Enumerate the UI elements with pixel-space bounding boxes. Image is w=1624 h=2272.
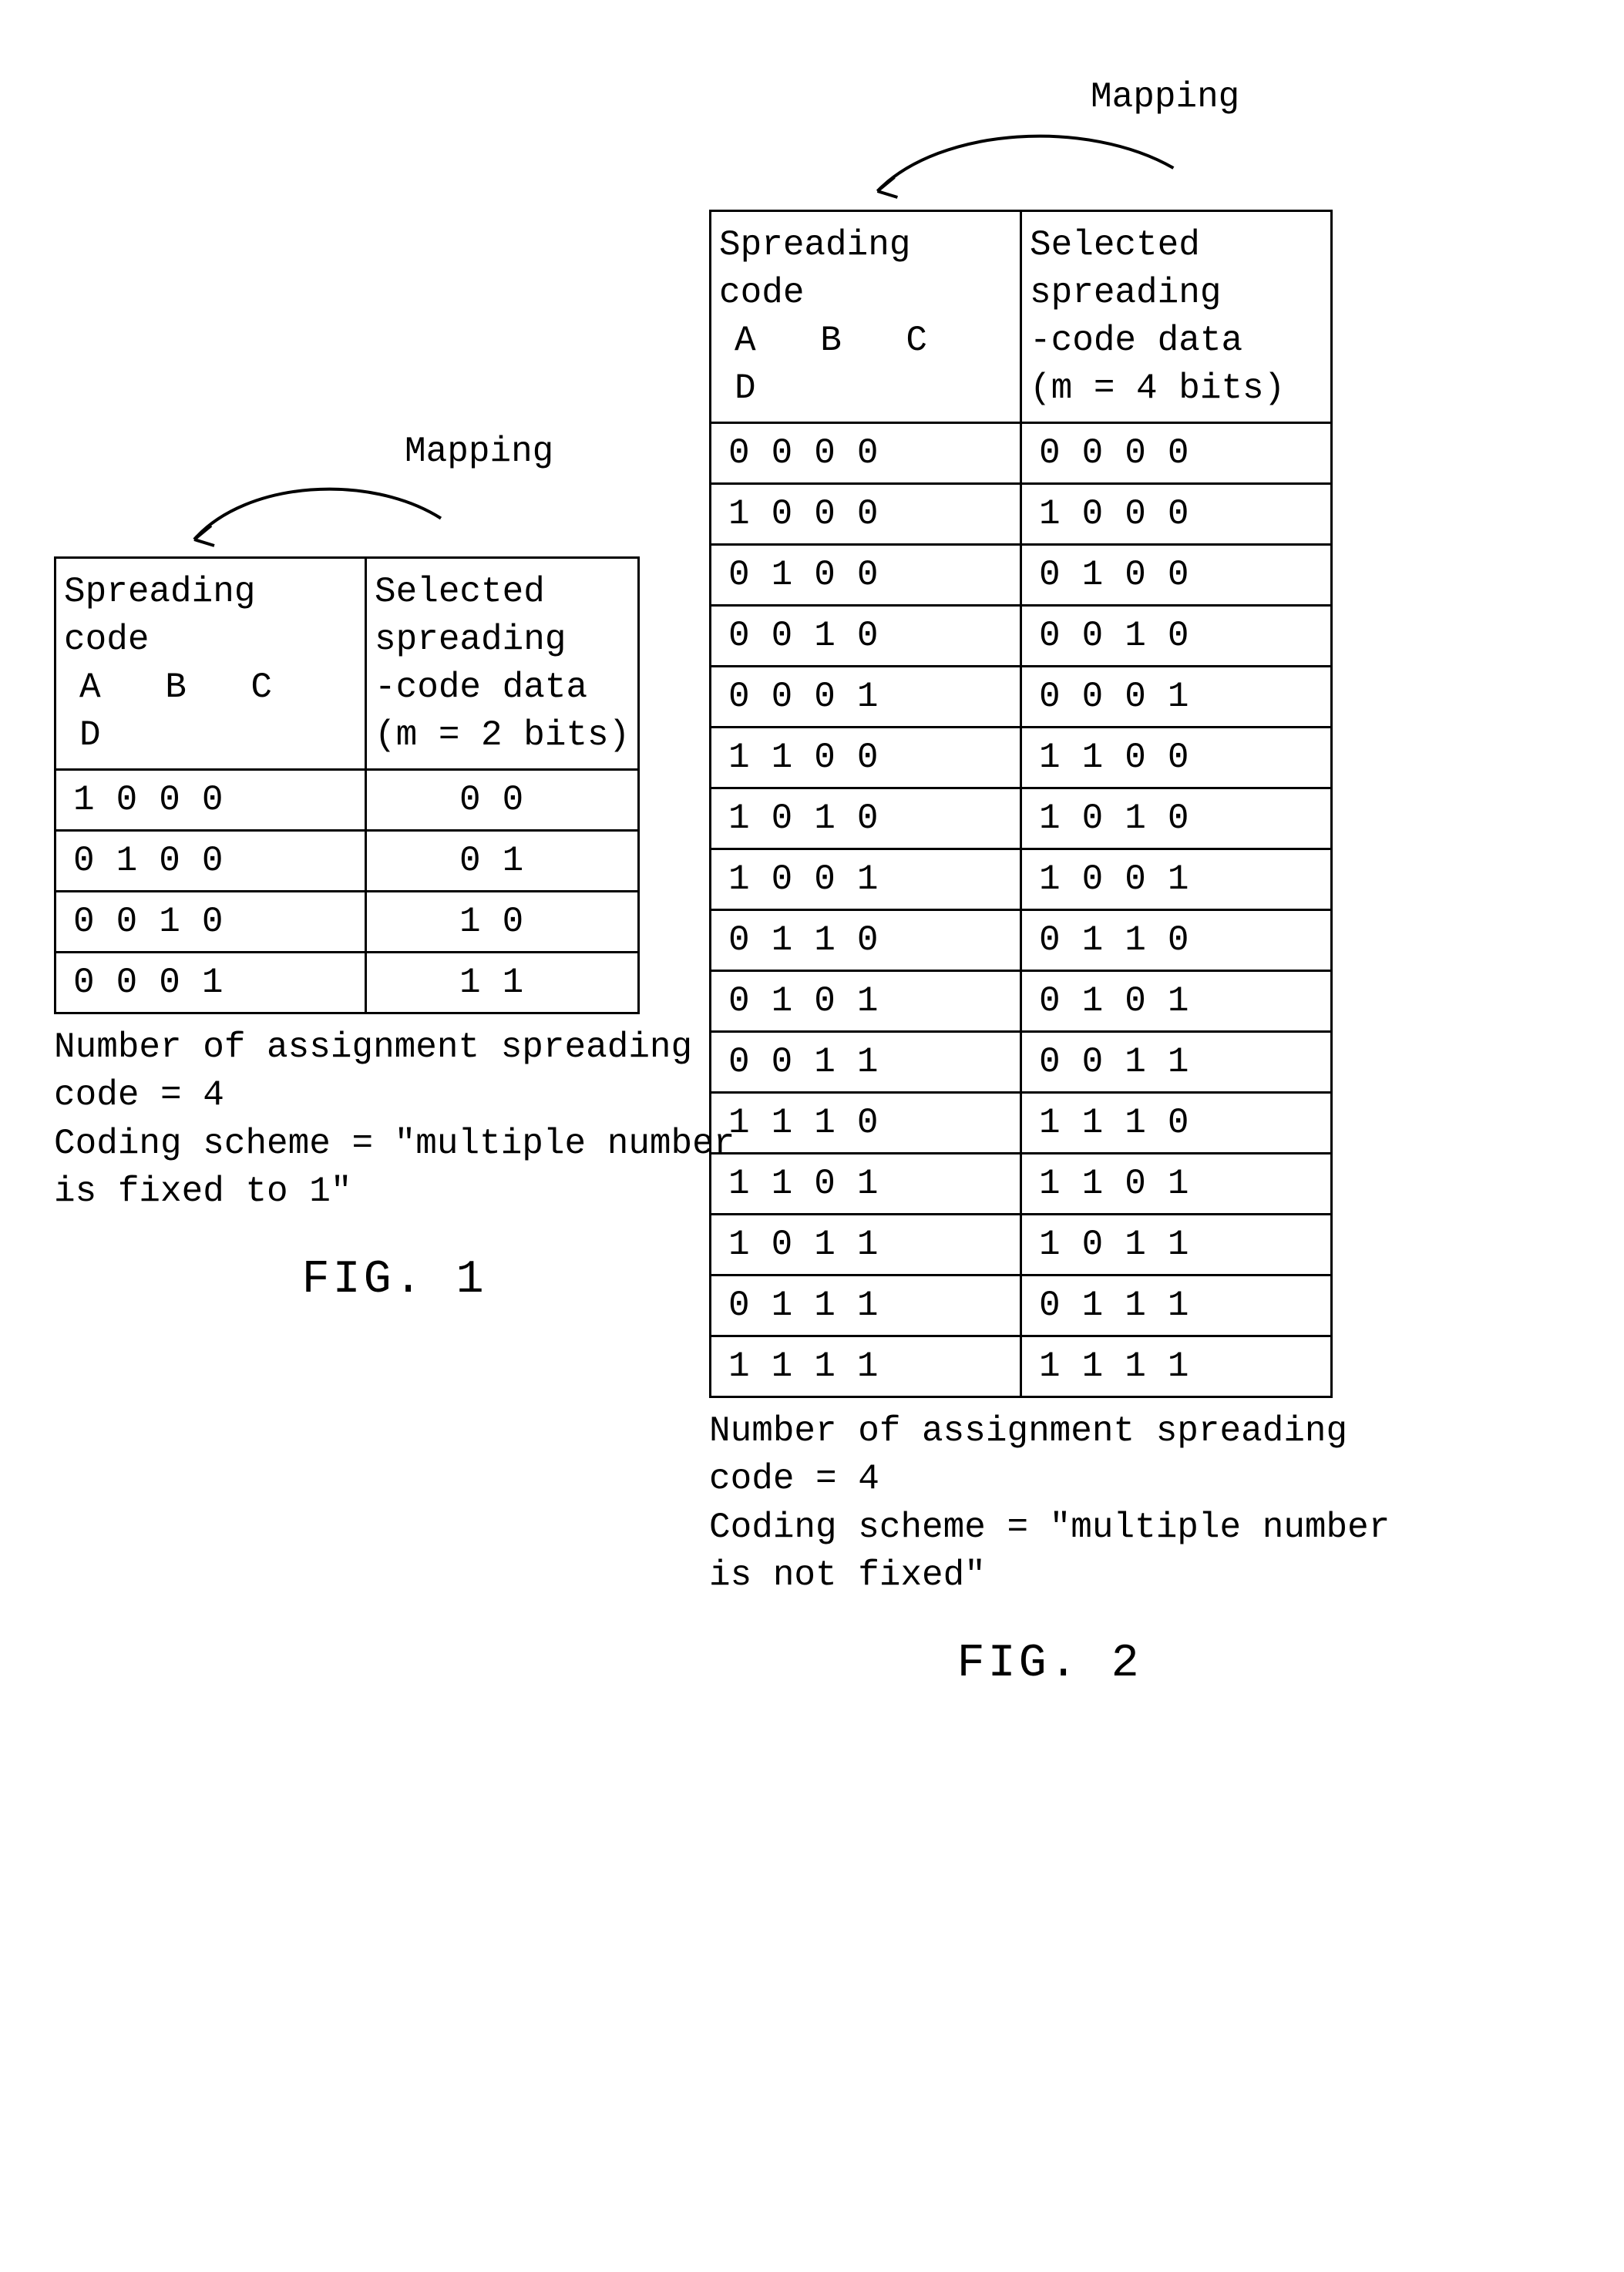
selected-cell: 1001	[1021, 849, 1332, 910]
table-row: 11011101	[711, 1154, 1332, 1215]
table-row: 010001	[55, 831, 639, 892]
table-row: 10101010	[711, 788, 1332, 849]
fig1-caption: Number of assignment spreading code = 4 …	[54, 1023, 735, 1215]
selected-cell: 1110	[1021, 1093, 1332, 1154]
mapping-arrow-1	[170, 472, 478, 556]
table-row: 01010101	[711, 971, 1332, 1032]
code-cell: 1111	[711, 1336, 1021, 1397]
code-cell: 0100	[55, 831, 366, 892]
code-cell: 0000	[711, 423, 1021, 484]
code-cell: 0010	[711, 606, 1021, 667]
fig1-header-spreading-code: Spreading code A B C D	[55, 558, 366, 770]
mapping-label-2: Mapping	[940, 77, 1390, 117]
table-row: 10011001	[711, 849, 1332, 910]
code-cell: 1101	[711, 1154, 1021, 1215]
table-row: 01000100	[711, 545, 1332, 606]
selected-cell: 1100	[1021, 728, 1332, 788]
code-cell: 0110	[711, 910, 1021, 971]
fig1-header-selected: Selected spreading -code data (m = 2 bit…	[366, 558, 639, 770]
code-cell: 0001	[711, 667, 1021, 728]
selected-cell: 1000	[1021, 484, 1332, 545]
table-row: 01110111	[711, 1275, 1332, 1336]
table-row: 100000	[55, 770, 639, 831]
selected-cell: 1101	[1021, 1154, 1332, 1215]
code-cell: 1011	[711, 1215, 1021, 1275]
fig2-label: FIG. 2	[709, 1638, 1390, 1690]
fig2-table: Spreading code A B C D Selected spreadin…	[709, 210, 1333, 1398]
table-row: 000111	[55, 953, 639, 1013]
selected-cell: 0100	[1021, 545, 1332, 606]
fig2-header-spreading-code: Spreading code A B C D	[711, 211, 1021, 423]
selected-cell: 0011	[1021, 1032, 1332, 1093]
table-row: 11111111	[711, 1336, 1332, 1397]
code-cell: 0011	[711, 1032, 1021, 1093]
table-row: 10111011	[711, 1215, 1332, 1275]
table-row: 01100110	[711, 910, 1332, 971]
selected-cell: 11	[366, 953, 639, 1013]
selected-cell: 1111	[1021, 1336, 1332, 1397]
selected-cell: 10	[366, 892, 639, 953]
code-cell: 1000	[55, 770, 366, 831]
table-row: 10001000	[711, 484, 1332, 545]
figure-1: Mapping Spreading code A B C D Selected …	[54, 432, 735, 1306]
code-cell: 0001	[55, 953, 366, 1013]
selected-cell: 0111	[1021, 1275, 1332, 1336]
table-row: 00110011	[711, 1032, 1332, 1093]
code-cell: 0111	[711, 1275, 1021, 1336]
table-row: 11101110	[711, 1093, 1332, 1154]
fig1-label: FIG. 1	[54, 1254, 735, 1306]
table-row: 001010	[55, 892, 639, 953]
code-cell: 0101	[711, 971, 1021, 1032]
table-row: 00100010	[711, 606, 1332, 667]
fig2-caption: Number of assignment spreading code = 4 …	[709, 1407, 1390, 1598]
selected-cell: 1010	[1021, 788, 1332, 849]
code-cell: 0100	[711, 545, 1021, 606]
fig2-header-selected: Selected spreading -code data (m = 4 bit…	[1021, 211, 1332, 423]
code-cell: 1010	[711, 788, 1021, 849]
table-row: 00010001	[711, 667, 1332, 728]
code-cell: 0010	[55, 892, 366, 953]
code-cell: 1000	[711, 484, 1021, 545]
selected-cell: 0010	[1021, 606, 1332, 667]
code-cell: 1100	[711, 728, 1021, 788]
selected-cell: 1011	[1021, 1215, 1332, 1275]
selected-cell: 0110	[1021, 910, 1332, 971]
selected-cell: 00	[366, 770, 639, 831]
code-cell: 1110	[711, 1093, 1021, 1154]
selected-cell: 0001	[1021, 667, 1332, 728]
table-row: 11001100	[711, 728, 1332, 788]
fig1-table: Spreading code A B C D Selected spreadin…	[54, 556, 640, 1014]
mapping-arrow-2	[848, 117, 1218, 210]
selected-cell: 0000	[1021, 423, 1332, 484]
table-row: 00000000	[711, 423, 1332, 484]
mapping-label-1: Mapping	[224, 432, 735, 472]
figure-2: Mapping Spreading code A B C D Selected …	[709, 77, 1390, 1690]
selected-cell: 01	[366, 831, 639, 892]
code-cell: 1001	[711, 849, 1021, 910]
selected-cell: 0101	[1021, 971, 1332, 1032]
